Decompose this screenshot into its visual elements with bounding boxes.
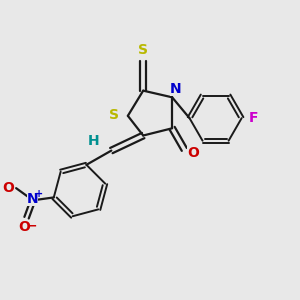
Text: H: H xyxy=(87,134,99,148)
Text: N: N xyxy=(170,82,182,96)
Text: O: O xyxy=(18,220,30,234)
Text: S: S xyxy=(138,43,148,57)
Text: F: F xyxy=(248,111,258,125)
Text: O: O xyxy=(187,146,199,160)
Text: N: N xyxy=(26,192,38,206)
Text: −: − xyxy=(27,219,38,232)
Text: S: S xyxy=(109,108,119,122)
Text: +: + xyxy=(35,189,44,199)
Text: O: O xyxy=(2,181,14,195)
